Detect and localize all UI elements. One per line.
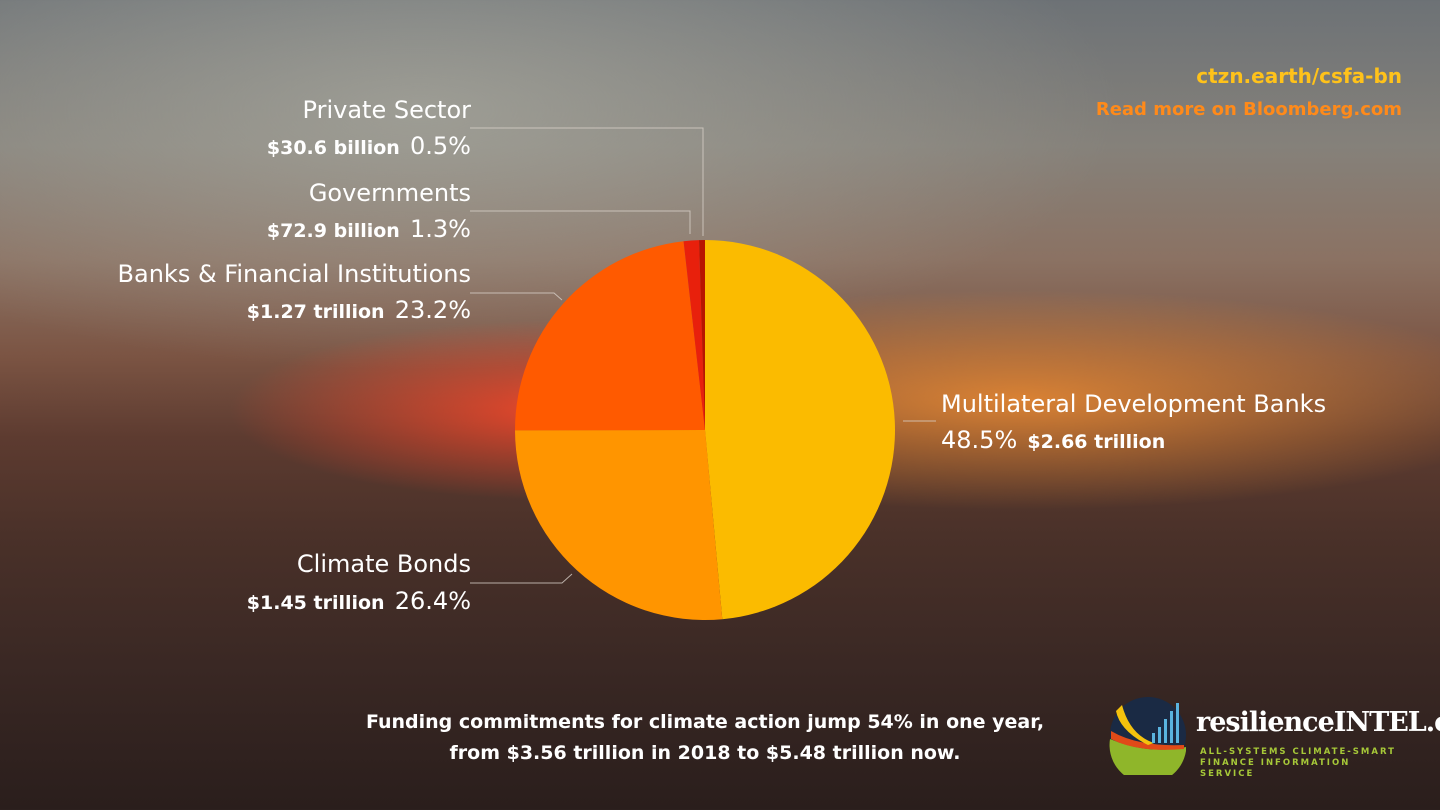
amount: $1.27 trillion [246,301,385,323]
value-banks: $1.27 trillion 23.2% [247,296,471,324]
value-governments: $72.9 billion 1.3% [267,215,471,243]
pie-slice-climate-bonds [515,430,723,620]
label-mdb: Multilateral Development Banks [941,390,1327,418]
amount: $72.9 billion [266,220,400,242]
leader-line-banks [470,292,563,301]
logo-name: resilienceINTEL.org [1196,707,1440,738]
value-mdb: 48.5% $2.66 trillion [941,426,1165,454]
globe-logo-icon [1109,697,1186,775]
label-climate-bonds: Climate Bonds [296,550,471,578]
percent: 0.5% [410,132,471,160]
percent: 26.4% [394,587,471,615]
amount: $2.66 trillion [1027,431,1166,453]
label-banks: Banks & Financial Institutions [117,260,471,288]
percent: 23.2% [394,296,471,324]
source-link[interactable]: ctzn.earth/csfa-bn [1196,64,1402,88]
resilienceintel-logo: resilienceINTEL.org ALL-SYSTEMS CLIMATE-… [1108,693,1440,780]
amount: $1.45 trillion [246,592,385,614]
label-private-sector: Private Sector [302,96,471,124]
logo-tagline: ALL-SYSTEMS CLIMATE-SMART FINANCE INFORM… [1200,747,1408,780]
pie-slice-private-sector [699,240,705,430]
leader-line-governments [470,210,691,234]
amount: $30.6 billion [266,137,400,159]
percent: 1.3% [410,215,471,243]
footer-line-2: from $3.56 trillion in 2018 to $5.48 tri… [449,742,961,764]
value-private-sector: $30.6 billion 0.5% [267,132,471,160]
pie-slice-multilateral-development-banks [705,240,896,620]
percent: 48.5% [941,426,1018,454]
footer-line-1: Funding commitments for climate action j… [365,711,1045,733]
footer-caption: Funding commitments for climate action j… [360,707,1050,769]
leader-line-private-sector [470,127,704,236]
pie-slice-governments [683,240,705,430]
leader-line-climate-bonds [470,573,573,584]
tagline-2: FINANCE INFORMATION SERVICE [1200,758,1351,779]
value-climate-bonds: $1.45 trillion 26.4% [247,587,471,615]
read-more-link[interactable]: Read more on Bloomberg.com [1095,99,1402,120]
pie-slice-banks-financial-institutions [515,241,705,431]
label-governments: Governments [308,179,471,207]
tagline-1: ALL-SYSTEMS CLIMATE-SMART [1200,747,1396,757]
